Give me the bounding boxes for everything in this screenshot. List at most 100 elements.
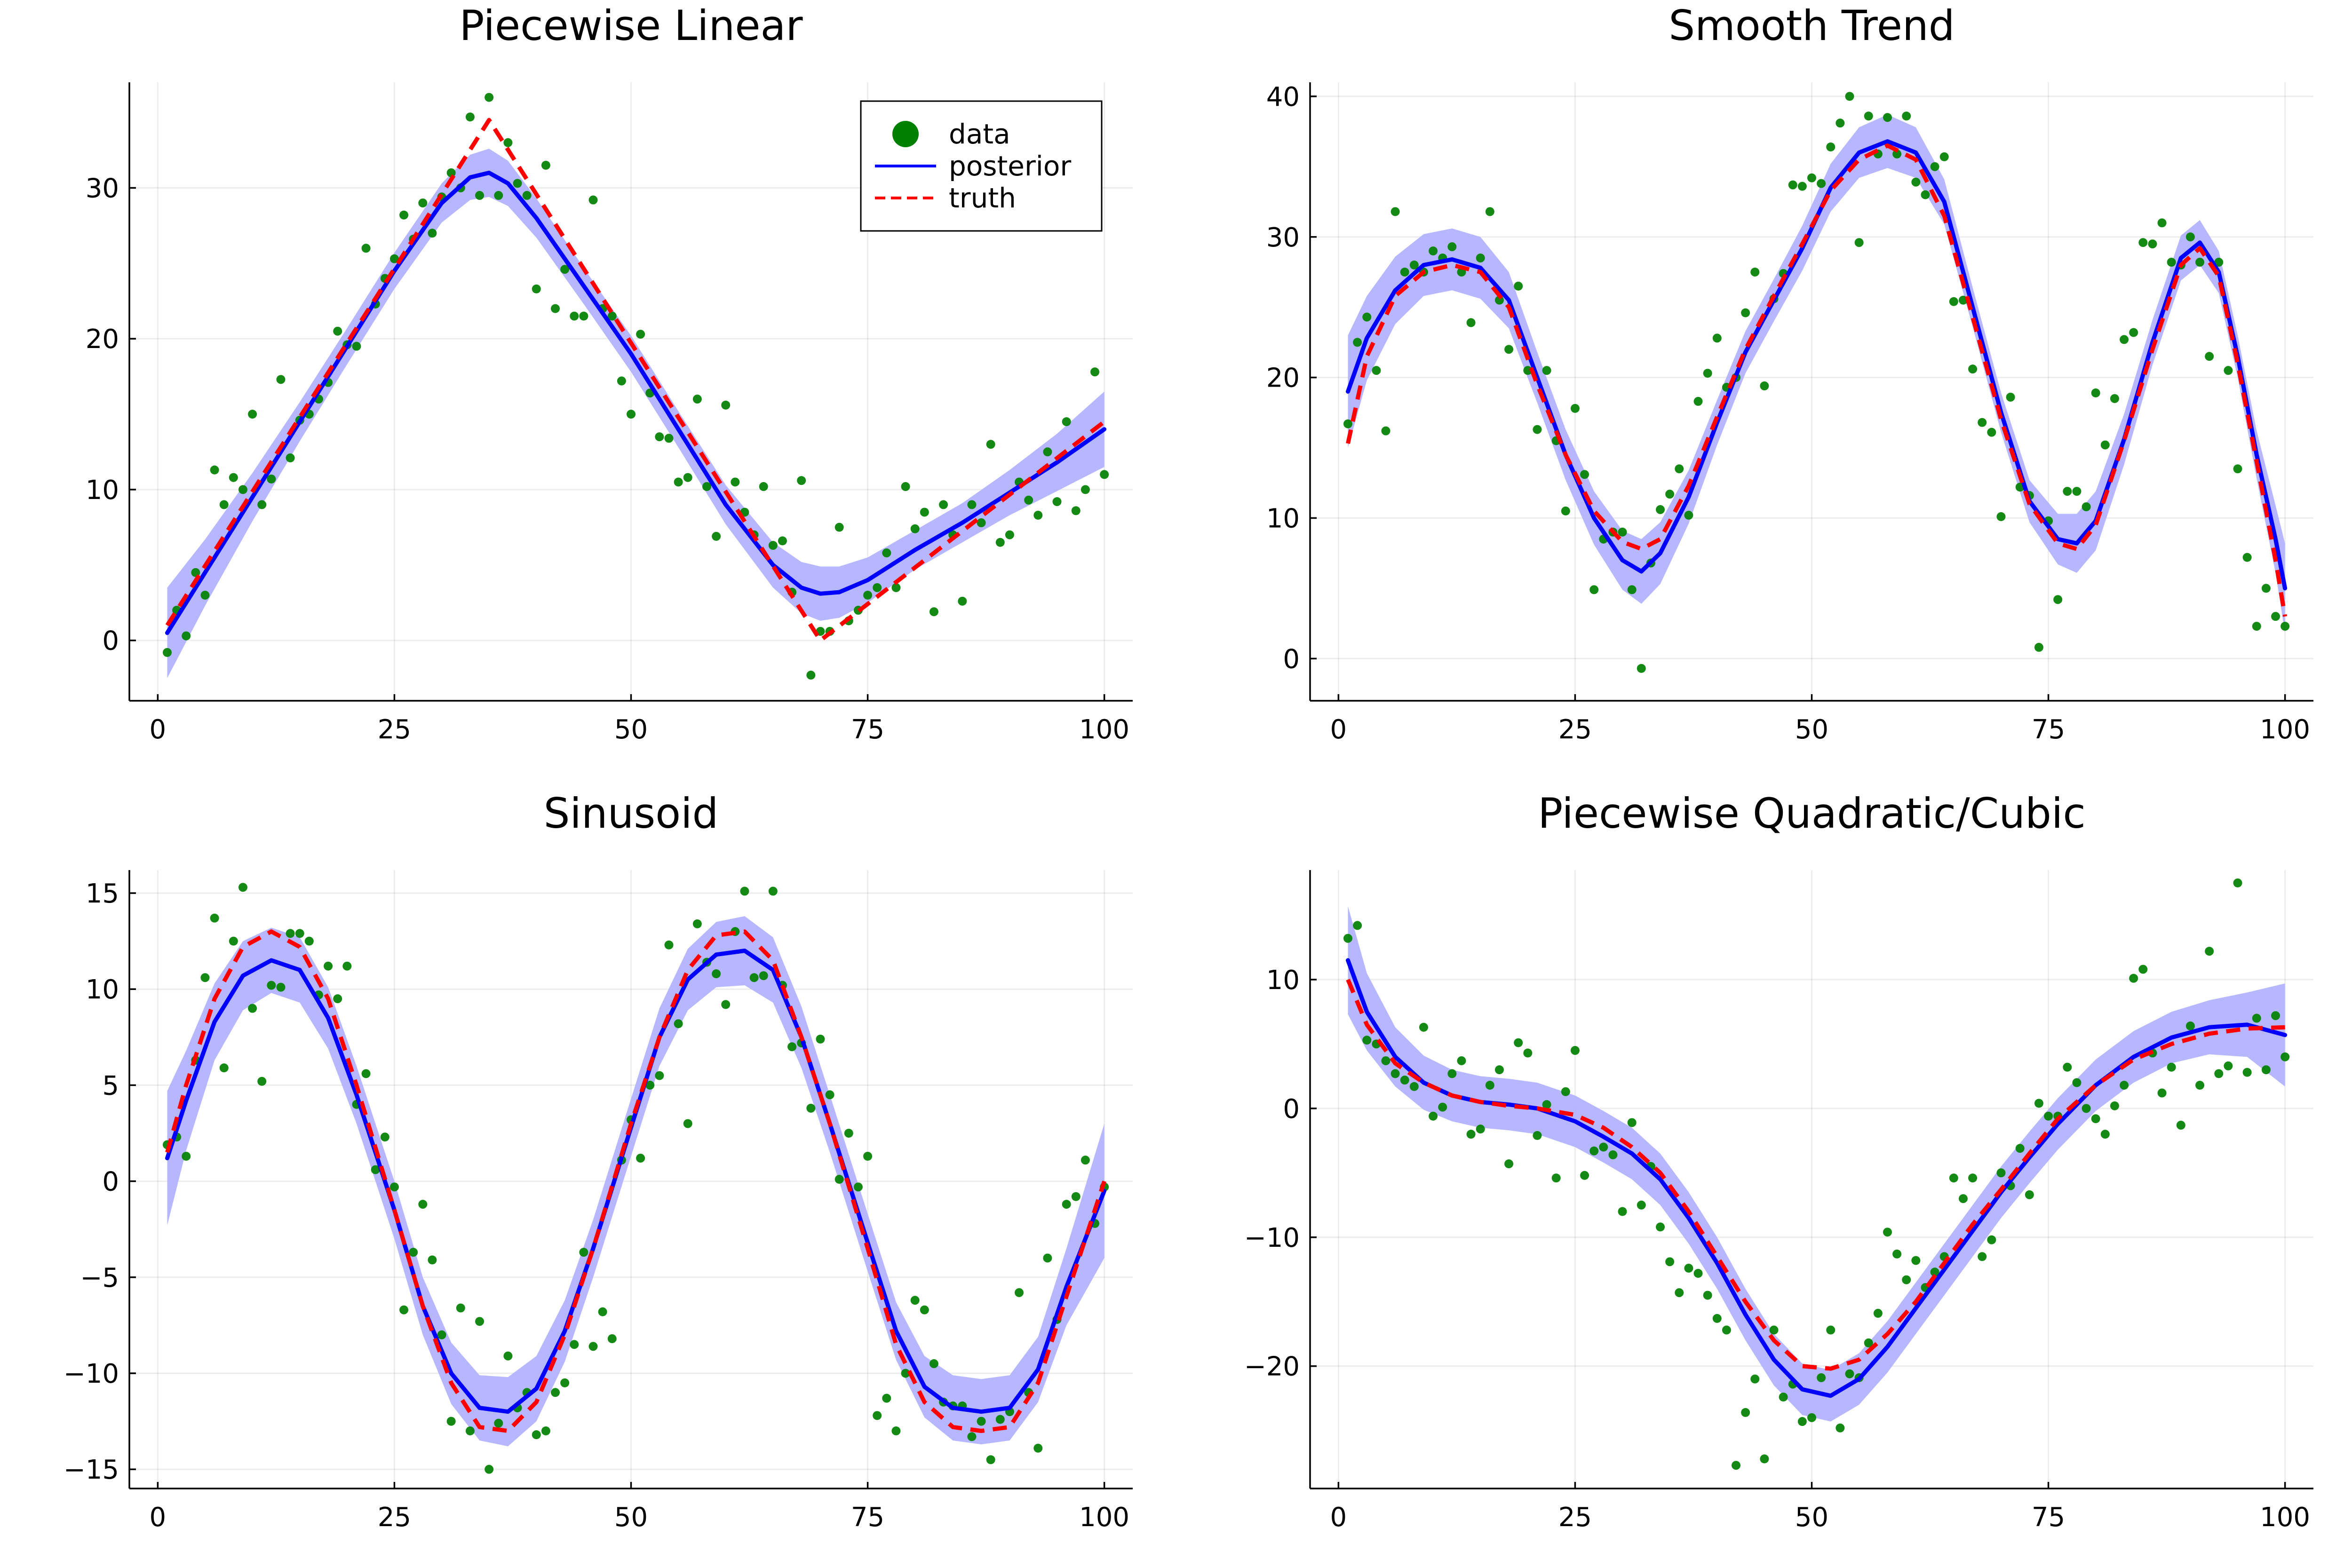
data-point: [1391, 1069, 1400, 1078]
data-point: [248, 1004, 257, 1013]
data-point: [1807, 173, 1816, 182]
data-point: [1873, 1308, 1883, 1318]
data-point: [446, 168, 456, 177]
data-point: [986, 440, 995, 449]
data-point: [1656, 1222, 1665, 1232]
data-point: [371, 1165, 380, 1174]
y-tick-label: 10: [86, 475, 119, 506]
data-point: [210, 465, 219, 475]
data-point: [485, 1465, 494, 1474]
data-point: [579, 1248, 588, 1257]
data-point: [2195, 1081, 2205, 1090]
data-point: [1921, 190, 1930, 199]
data-point: [1817, 179, 1826, 188]
data-point: [560, 1378, 570, 1387]
data-point: [2138, 965, 2148, 974]
data-point: [2091, 1114, 2100, 1124]
x-tick-label: 25: [1558, 1502, 1592, 1533]
data-point: [995, 538, 1005, 547]
data-point: [2006, 392, 2015, 402]
data-point: [1090, 367, 1100, 377]
data-point: [2034, 642, 2043, 652]
data-point: [863, 1151, 873, 1161]
data-point: [2205, 947, 2214, 956]
data-point: [891, 583, 901, 592]
data-point: [731, 477, 740, 487]
data-point: [456, 1303, 465, 1313]
data-point: [873, 583, 882, 592]
data-point: [740, 887, 749, 896]
data-point: [1684, 511, 1693, 520]
data-point: [1343, 934, 1352, 943]
data-point: [806, 670, 816, 680]
data-point: [2176, 1120, 2185, 1130]
data-point: [1996, 1168, 2006, 1178]
data-point: [588, 1342, 598, 1351]
data-point: [276, 982, 286, 992]
data-point: [2148, 239, 2157, 249]
data-point: [522, 191, 532, 200]
data-point: [182, 631, 191, 641]
truth-line: [1346, 143, 2288, 617]
data-point: [674, 1019, 683, 1029]
data-point: [2185, 1021, 2195, 1030]
x-tick-label: 25: [378, 714, 411, 745]
data-point: [834, 523, 844, 532]
x-tick-label: 75: [2032, 1502, 2065, 1533]
data-point: [513, 179, 522, 188]
data-point: [418, 1200, 428, 1209]
data-point: [248, 410, 257, 419]
data-point: [1817, 1373, 1826, 1382]
y-tick-label: −10: [1244, 1223, 1300, 1253]
data-point: [1580, 1171, 1589, 1180]
data-point: [2072, 487, 2082, 496]
data-point: [1712, 1314, 1722, 1323]
data-point: [1071, 506, 1081, 515]
data-point: [1514, 281, 1523, 291]
data-point: [200, 590, 210, 600]
data-point: [2129, 974, 2138, 983]
data-point: [1750, 1374, 1760, 1384]
data-point: [1005, 530, 1014, 539]
data-point: [257, 500, 267, 509]
x-tick-label: 100: [1079, 1502, 1129, 1533]
y-tick-label: 40: [1266, 82, 1300, 112]
data-point: [1400, 1076, 1409, 1085]
data-point: [1589, 585, 1599, 594]
posterior-band: [167, 916, 1104, 1447]
data-point: [1062, 1200, 1071, 1209]
data-point: [437, 1330, 446, 1339]
data-point: [607, 311, 617, 321]
data-point: [1043, 447, 1052, 457]
data-point: [1930, 162, 1939, 171]
data-point: [399, 210, 409, 220]
data-point: [1561, 507, 1570, 516]
data-point: [683, 473, 692, 482]
data-point: [1033, 1443, 1043, 1453]
data-point: [1362, 312, 1372, 322]
data-point: [2280, 622, 2290, 631]
data-point: [295, 929, 304, 938]
data-point: [219, 500, 229, 509]
y-tick-label: −20: [1244, 1352, 1300, 1382]
legend-label: posterior: [949, 150, 1071, 182]
data-point: [304, 936, 314, 946]
posterior-band: [1348, 906, 2285, 1422]
data-point: [1081, 485, 1090, 494]
data-point: [1533, 1131, 1542, 1140]
data-point: [324, 961, 333, 971]
data-point: [2015, 1144, 2025, 1153]
chart-title: Sinusoid: [544, 789, 719, 838]
data-point: [229, 473, 238, 482]
data-point: [1836, 1423, 1845, 1433]
data-point: [958, 596, 967, 606]
data-point: [683, 1119, 692, 1128]
data-point: [503, 1351, 513, 1361]
data-point: [2195, 258, 2205, 267]
legend-marker-data: [892, 121, 919, 147]
legend-label: truth: [949, 182, 1016, 214]
data-point: [967, 500, 977, 509]
data-point: [1797, 182, 1807, 191]
data-point: [1062, 417, 1071, 427]
